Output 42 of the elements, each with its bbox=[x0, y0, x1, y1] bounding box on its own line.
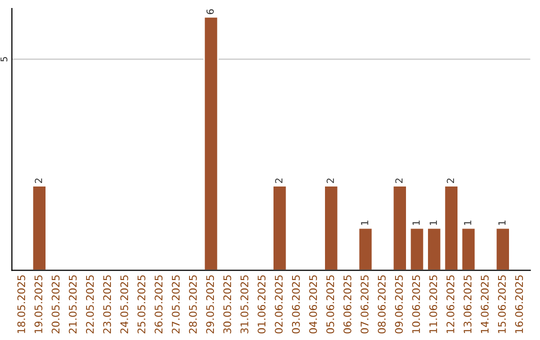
data-label: 2 bbox=[275, 178, 282, 184]
data-label: 2 bbox=[446, 178, 454, 184]
x-tick-label: 07.06.2025 bbox=[360, 275, 369, 334]
data-label: 1 bbox=[464, 220, 472, 225]
x-tick-label: 14.06.2025 bbox=[480, 275, 489, 333]
x-tick-label: 02.06.2025 bbox=[274, 275, 283, 334]
x-tick-label: 28.05.2025 bbox=[188, 275, 197, 334]
x-tick-label: 19.05.2025 bbox=[34, 275, 42, 333]
x-tick-label: 20.05.2025 bbox=[52, 275, 60, 334]
data-label: 6 bbox=[206, 9, 214, 14]
data-label: 2 bbox=[326, 178, 334, 184]
x-tick-label: 09.06.2025 bbox=[394, 275, 403, 334]
data-label: 1 bbox=[412, 220, 420, 225]
x-tick-label: 06.06.2025 bbox=[343, 275, 352, 334]
x-tick-label: 26.05.2025 bbox=[154, 275, 163, 334]
x-tick-label: 24.05.2025 bbox=[120, 275, 128, 334]
data-label: 1 bbox=[430, 220, 437, 225]
x-tick-label: 12.06.2025 bbox=[446, 275, 454, 333]
data-label: 1 bbox=[361, 220, 368, 225]
x-tick-label: 18.05.2025 bbox=[17, 275, 26, 333]
x-tick-label: 01.06.2025 bbox=[258, 275, 266, 334]
x-tick-label: 23.05.2025 bbox=[103, 275, 112, 334]
x-tick-label: 15.06.2025 bbox=[498, 275, 506, 333]
x-tick-label: 08.06.2025 bbox=[378, 275, 386, 334]
data-label: 1 bbox=[498, 220, 506, 225]
x-tick-label: 05.06.2025 bbox=[326, 275, 334, 334]
x-tick-label: 25.05.2025 bbox=[137, 275, 146, 334]
x-tick-label: 04.06.2025 bbox=[309, 275, 318, 334]
x-tick-label: 11.06.2025 bbox=[429, 275, 438, 333]
x-tick-label: 16.06.2025 bbox=[515, 275, 524, 333]
x-tick-label: 29.05.2025 bbox=[206, 275, 214, 334]
x-tick-label: 22.05.2025 bbox=[86, 275, 94, 334]
x-tick-label: 10.06.2025 bbox=[412, 275, 420, 333]
x-tick-label: 27.05.2025 bbox=[172, 275, 180, 334]
y-tick-label: 5 bbox=[0, 57, 8, 62]
data-label: 2 bbox=[395, 178, 403, 184]
x-tick-label: 30.05.2025 bbox=[223, 275, 232, 334]
x-tick-label: 21.05.2025 bbox=[68, 275, 77, 334]
x-tick-label: 31.05.2025 bbox=[240, 275, 248, 334]
x-tick-label: 13.06.2025 bbox=[464, 275, 472, 333]
x-tick-label: 03.06.2025 bbox=[292, 275, 300, 334]
data-label: 2 bbox=[34, 178, 42, 184]
